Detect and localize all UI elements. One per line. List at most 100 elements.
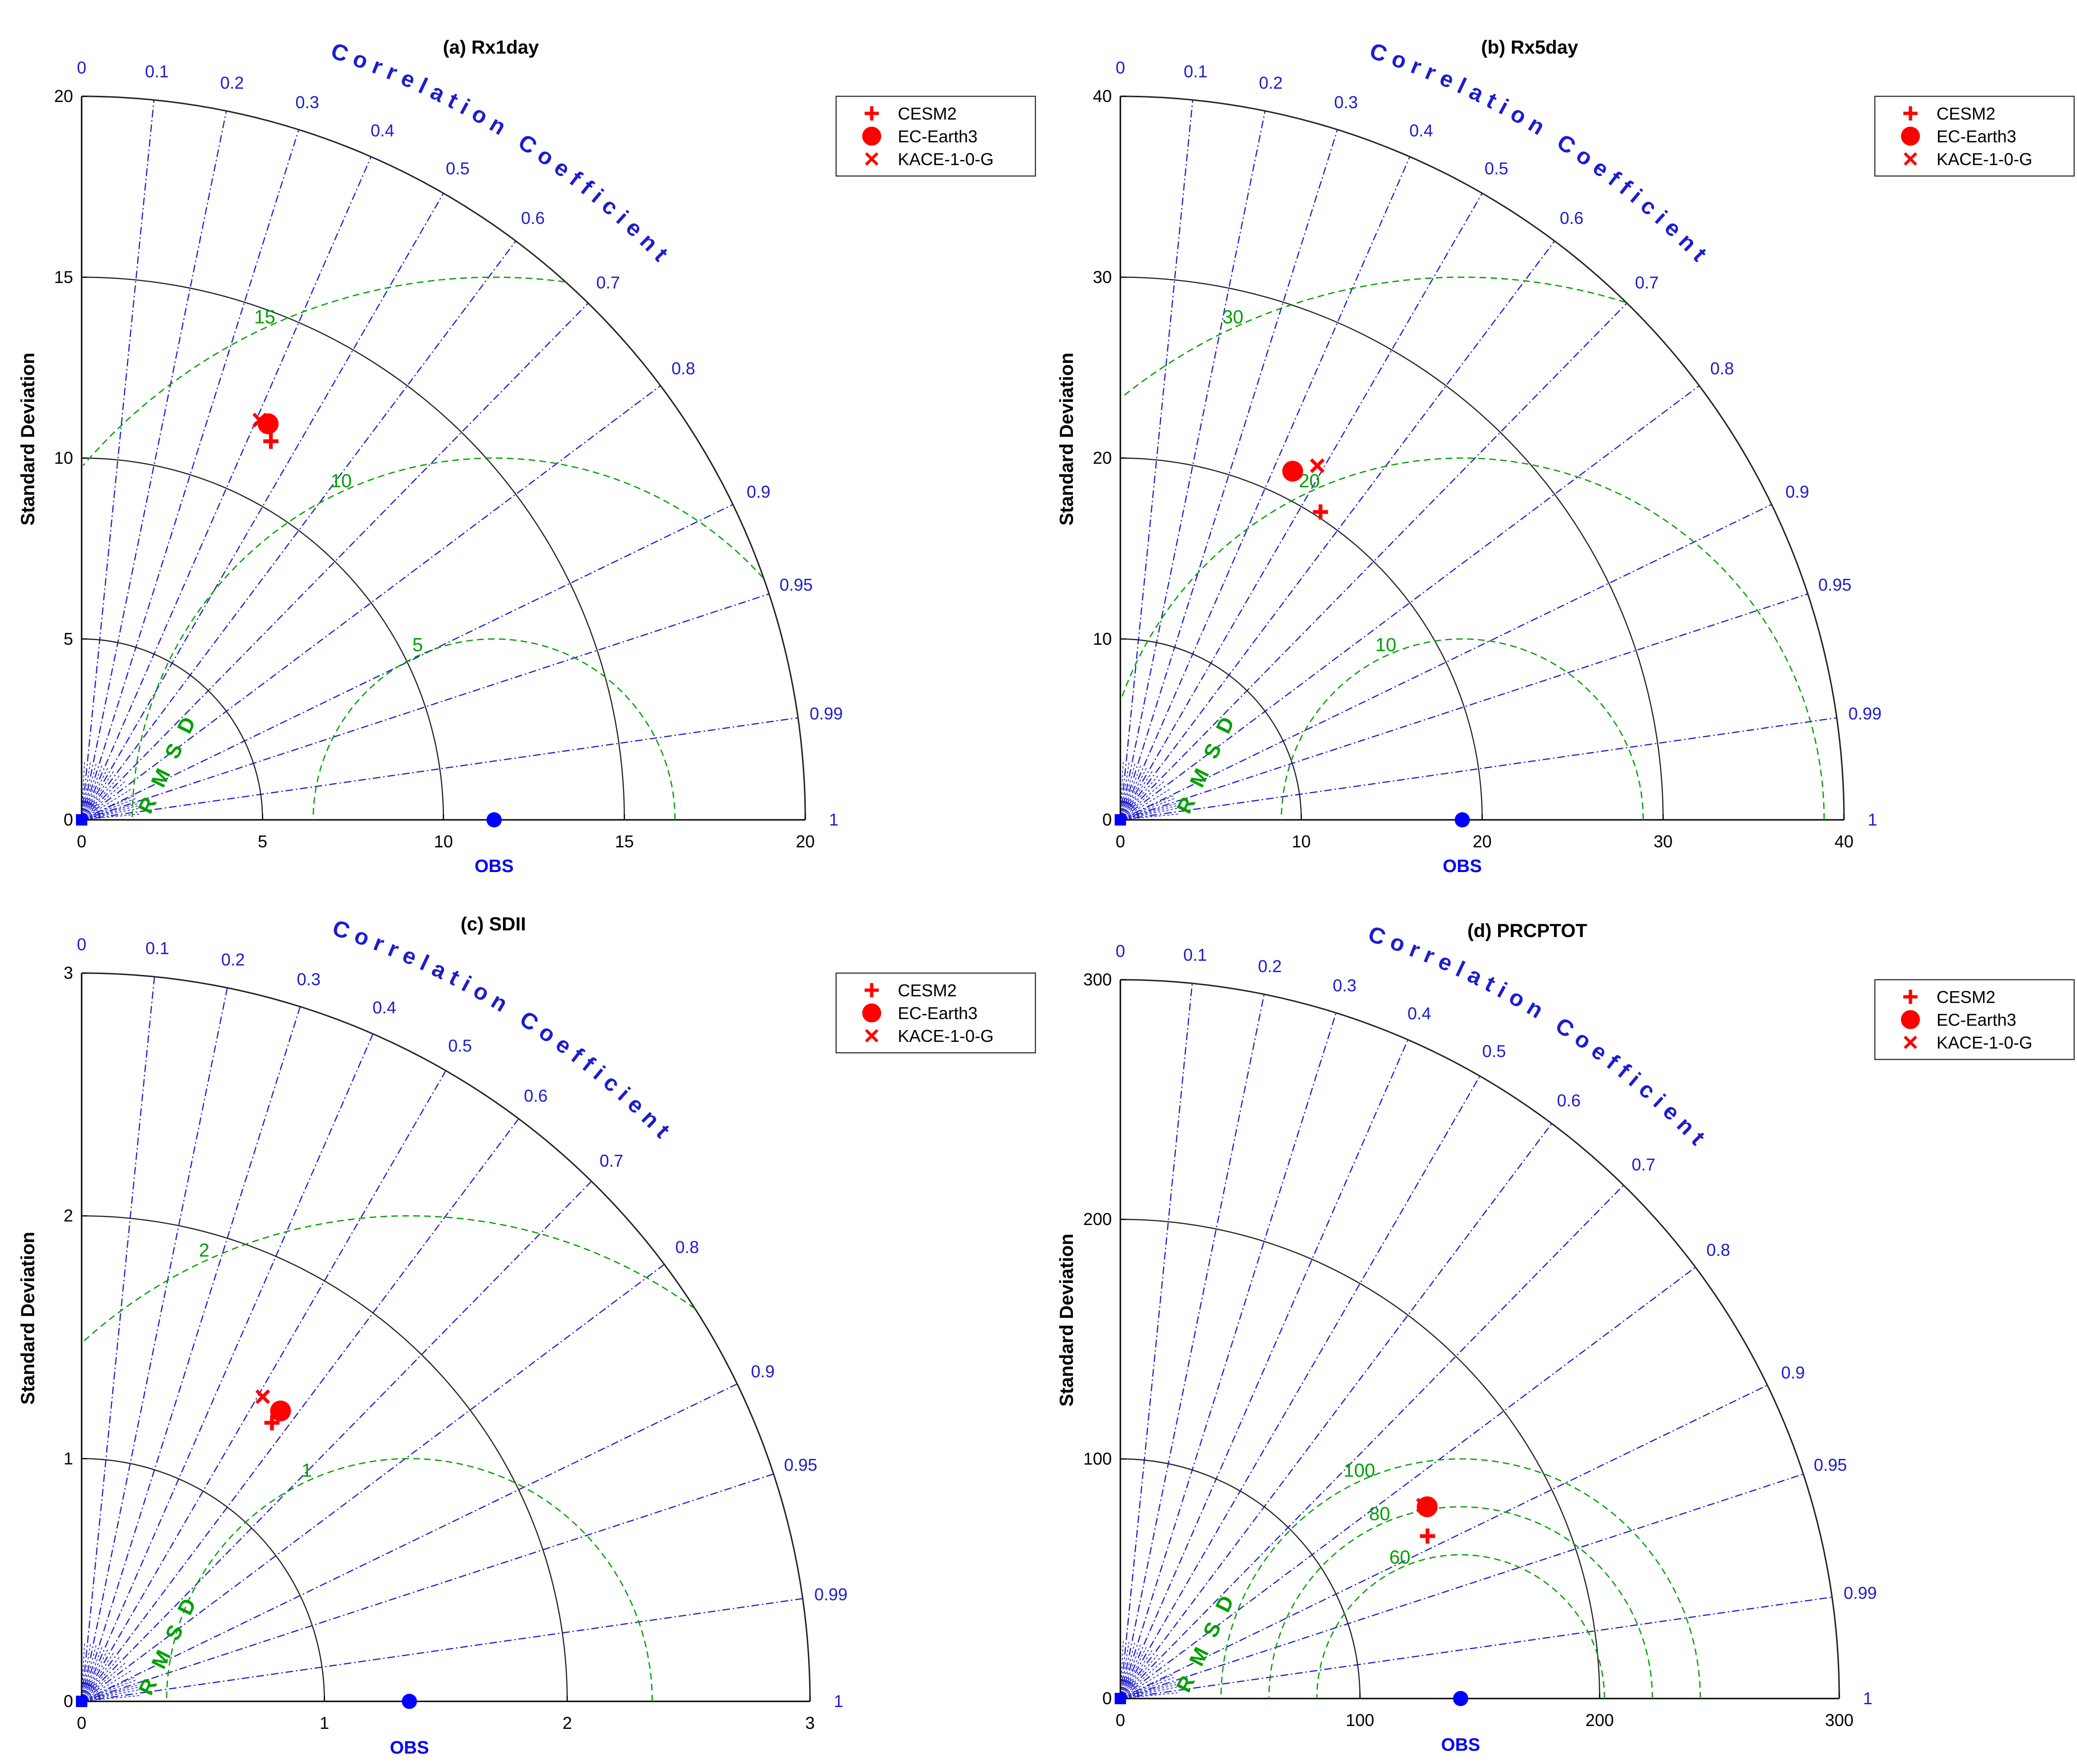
correlation-minor-ray [1120, 814, 1178, 820]
y-tick-label: 300 [1083, 970, 1112, 989]
origin-marker [1115, 814, 1126, 826]
model-point-kace-1-0-g [1310, 458, 1325, 473]
correlation-ray [1119, 994, 1265, 1699]
correlation-tick-label: 0.2 [1259, 73, 1283, 93]
y-tick-label: 20 [1093, 448, 1112, 468]
y-tick-label: 30 [1093, 267, 1112, 287]
y-tick-label: 10 [54, 448, 73, 468]
std-arc [81, 972, 811, 1702]
correlation-minor-ray [81, 1649, 108, 1702]
x-tick-label: 100 [1346, 1710, 1374, 1730]
std-arcs [81, 972, 811, 1702]
correlation-tick-label: 0.7 [599, 1151, 623, 1170]
model-points [252, 412, 279, 449]
correlation-minor-ray [81, 771, 114, 820]
correlation-minor-ray [81, 1677, 135, 1702]
correlation-axis-label: Correlation Coefficient [329, 915, 679, 1148]
correlation-ray [1120, 1473, 1804, 1699]
correlation-tick-label: 0.7 [596, 273, 620, 292]
x-tick-label: 20 [796, 832, 815, 851]
x-tick-label: 0 [77, 1713, 86, 1733]
rmsd-level-label: 10 [331, 471, 352, 492]
obs-point [1453, 1691, 1469, 1706]
origin-marker [1115, 1693, 1126, 1704]
std-arcs [81, 95, 806, 820]
model-points [1282, 458, 1328, 520]
rmsd-contour [1220, 1458, 1701, 1699]
legend-label: CESM2 [1937, 104, 1995, 123]
model-point-cesm2 [263, 433, 279, 449]
correlation-minor-ray [1120, 1684, 1176, 1699]
correlation-ray [1120, 303, 1628, 820]
correlation-tick-label: 0.6 [1557, 1091, 1581, 1110]
correlation-minor-ray [1120, 808, 1177, 820]
correlation-minor-ray [1120, 763, 1136, 820]
correlation-ray [81, 241, 516, 820]
taylor-panel-1: (a) Rx1day 0 0.1 0.2 0.3 0.4 0.5 0.6 0.7 0.8 0.9 0.… [18, 37, 1036, 876]
correlation-minor-ray [1120, 1647, 1147, 1699]
std-arcs [1120, 979, 1840, 1699]
legend-label: EC-Earth3 [898, 1003, 978, 1023]
correlation-tick-label: 0.4 [371, 121, 394, 140]
rmsd-contour [1120, 457, 1825, 820]
model-point-ec-earth3 [258, 413, 279, 435]
correlation-ray [1120, 1123, 1552, 1699]
rmsd-contour [131, 457, 764, 820]
y-tick-label: 15 [54, 267, 73, 287]
correlation-ray [1120, 504, 1772, 821]
correlation-minor-ray [1120, 1668, 1170, 1699]
rmsd-contour [312, 638, 676, 820]
correlation-minor-ray [1120, 1650, 1153, 1699]
legend-marker [862, 1003, 881, 1022]
correlation-tick-label: 0.4 [373, 998, 396, 1017]
correlation-tick-label: 0.4 [1407, 1003, 1431, 1023]
correlation-tick-label: 0.7 [1635, 273, 1658, 292]
x-tick-label: 200 [1585, 1710, 1614, 1730]
rmsd-level-label: 15 [254, 306, 276, 327]
correlation-minor-ray [81, 808, 139, 820]
correlation-minor-ray [1120, 805, 1177, 820]
correlation-rays: 0 0.1 0.2 0.3 0.4 0.5 0.6 0.7 0.8 0.9 0.95 0.99 1 [1116, 941, 1877, 1708]
correlation-minor-ray [81, 1670, 131, 1702]
panel-title: (a) Rx1day [443, 37, 539, 58]
correlation-tick-label: 0.95 [780, 575, 813, 594]
correlation-ray [1119, 100, 1193, 820]
correlation-tick-label: 0.95 [1814, 1455, 1847, 1475]
correlation-minor-ray [1120, 762, 1130, 820]
rmsd-contour [1281, 638, 1644, 820]
rmsd-level-label: 80 [1369, 1504, 1390, 1524]
correlation-tick-label: 0.2 [221, 950, 245, 969]
model-point-cesm2 [1420, 1528, 1435, 1544]
correlation-ray [81, 1383, 738, 1702]
x-tick-label: 3 [805, 1713, 815, 1733]
legend-marker [865, 983, 879, 997]
y-axis-label: Standard Deviation [1056, 353, 1077, 526]
std-arc [81, 95, 806, 820]
y-tick-label: 200 [1083, 1209, 1112, 1229]
correlation-minor-ray [1120, 789, 1170, 820]
y-tick-label: 0 [64, 810, 73, 829]
correlation-tick-label: 1 [1868, 810, 1877, 829]
correlation-tick-label: 0.5 [1482, 1041, 1506, 1061]
correlation-ray [1120, 1597, 1833, 1699]
correlation-ray [1119, 156, 1411, 820]
rmsd-contours: 60 80 100 RMSD [1172, 1458, 1701, 1699]
correlation-tick-label: 0.6 [521, 208, 545, 228]
correlation-ray [81, 1070, 447, 1702]
obs-axis-label: OBS [1441, 1735, 1480, 1755]
rmsd-contour [82, 1215, 696, 1343]
legend: CESM2 EC-Earth3 KACE-1-0-G [835, 972, 1036, 1054]
rmsd-level-label: 2 [199, 1240, 209, 1261]
correlation-tick-label: 1 [1863, 1689, 1872, 1708]
correlation-ray [81, 976, 155, 1702]
rmsd-contour [1268, 1506, 1653, 1699]
correlation-tick-label: 0.99 [1848, 704, 1881, 723]
y-tick-label: 10 [1093, 629, 1112, 649]
correlation-ray [1120, 1267, 1696, 1699]
std-arcs [1120, 95, 1845, 820]
correlation-tick-label: 1 [834, 1691, 843, 1711]
correlation-ray [1120, 1384, 1768, 1699]
correlation-tick-label: 0.8 [1706, 1240, 1730, 1260]
correlation-ray [81, 1473, 774, 1702]
correlation-minor-ray [1120, 1644, 1141, 1699]
